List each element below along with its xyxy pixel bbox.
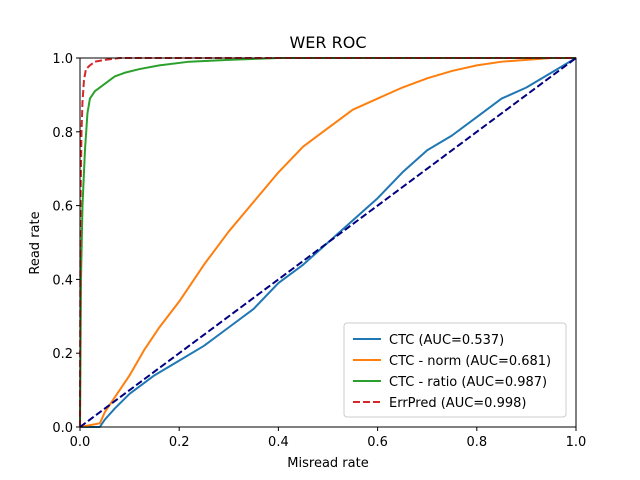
y-tick-label: 0.0 — [52, 421, 73, 436]
legend: CTC (AUC=0.537) CTC - norm (AUC=0.681) CTC… — [343, 322, 567, 418]
y-tick-label: 1.0 — [52, 52, 73, 67]
plot-frame — [79, 57, 577, 428]
x-tick-label: 1.0 — [566, 435, 587, 450]
ticks-layer: 0.0 0.2 0.4 0.6 0.8 1.0 0.0 0.2 0.4 0.6 0.8 1.0 — [52, 52, 586, 450]
x-tick-label: 0.8 — [466, 435, 487, 450]
series-layer — [79, 57, 577, 428]
legend-label: CTC - norm (AUC=0.681) — [389, 354, 551, 369]
x-tick-label: 0.4 — [268, 435, 289, 450]
y-tick-label: 0.8 — [52, 126, 73, 141]
y-tick-label: 0.6 — [52, 200, 73, 215]
x-tick-label: 0.0 — [70, 435, 91, 450]
x-tick-label: 0.6 — [367, 435, 388, 450]
series-line-2 — [79, 57, 576, 428]
chart-title: WER ROC — [289, 33, 366, 52]
y-tick-label: 0.4 — [52, 273, 73, 288]
legend-label: CTC (AUC=0.537) — [389, 333, 504, 348]
x-tick-label: 0.2 — [169, 435, 190, 450]
y-axis-label: Read rate — [28, 211, 43, 274]
legend-label: ErrPred (AUC=0.998) — [389, 396, 526, 411]
chance-diagonal-line — [79, 57, 577, 428]
legend-label: CTC - ratio (AUC=0.987) — [389, 375, 547, 390]
legend-box — [343, 322, 567, 418]
series-line-1 — [80, 57, 577, 428]
y-tick-label: 0.2 — [52, 347, 73, 362]
series-line-4 — [79, 57, 576, 428]
x-axis-label: Misread rate — [287, 456, 368, 471]
